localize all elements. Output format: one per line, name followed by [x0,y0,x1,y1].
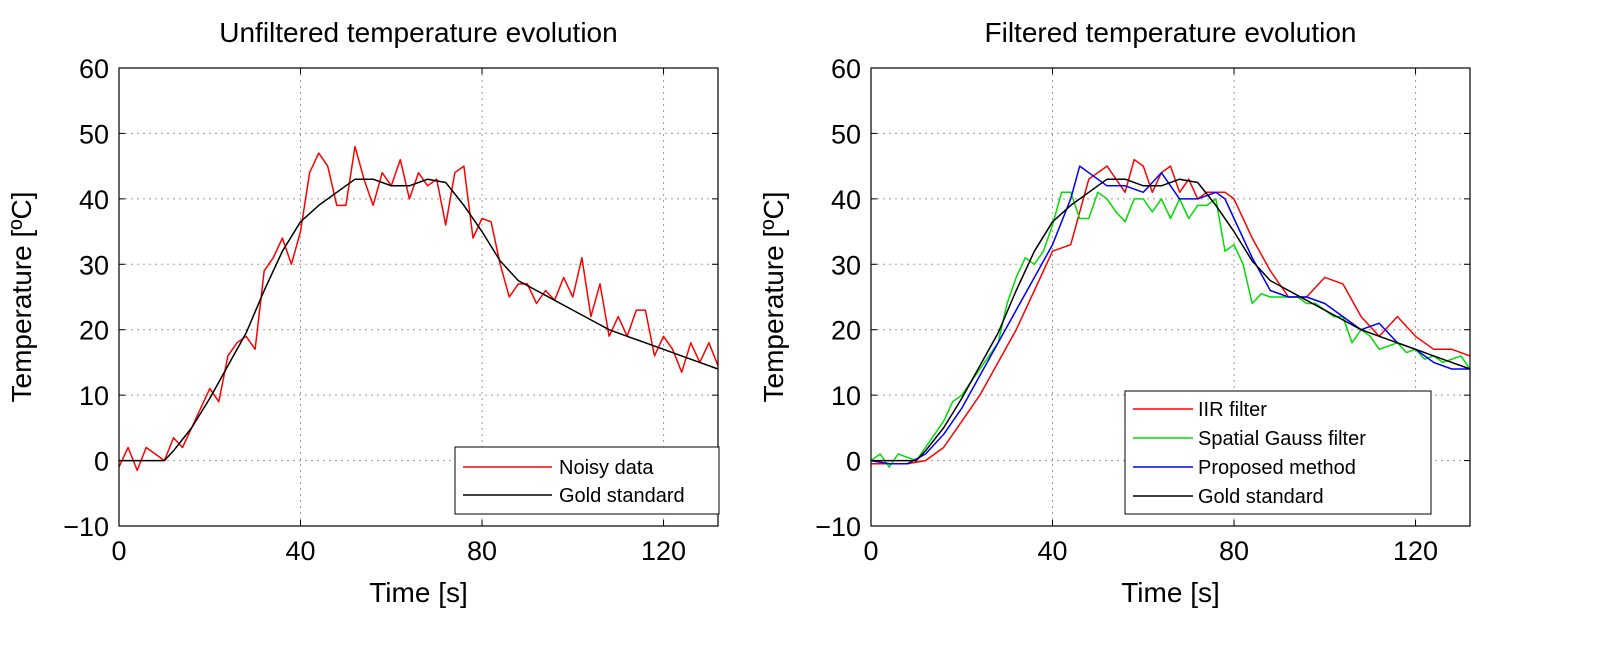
y-tick-label: 40 [79,185,109,215]
x-axis-label: Time [s] [369,577,468,608]
y-tick-label: 10 [79,381,109,411]
axes-frame [118,67,719,527]
chart-title: Filtered temperature evolution [985,17,1357,48]
y-axis-label: Temperature [ºC] [758,192,789,403]
chart-title: Unfiltered temperature evolution [219,17,617,48]
legend-label: Gold standard [1198,486,1324,508]
y-tick-label: 50 [831,119,861,149]
y-tick-label: 20 [79,316,109,346]
legend-box [454,446,720,515]
y-tick-label: −10 [815,512,861,542]
x-tick-label: 80 [467,536,497,566]
x-axis-label: Time [s] [1121,577,1220,608]
x-tick-label: 40 [1037,536,1067,566]
y-tick-label: 10 [831,381,861,411]
axes-frame [870,67,1471,527]
x-tick-label: 40 [285,536,315,566]
x-tick-label: 80 [1219,536,1249,566]
series-line-gold-standard [871,178,1471,462]
legend-label: Spatial Gauss filter [1198,428,1366,450]
legend: Noisy data Gold standard [454,446,720,515]
y-tick-label: 40 [831,185,861,215]
y-tick-label: 60 [831,54,861,84]
legend-label: IIR filter [1198,399,1267,421]
legend-label: Proposed method [1198,457,1356,479]
legend-label: Gold standard [559,485,685,507]
y-tick-label: 20 [831,316,861,346]
x-tick-label: 120 [1393,536,1438,566]
y-tick-label: 60 [79,54,109,84]
y-axis-label: Temperature [ºC] [6,192,37,403]
series-line-proposed-method [870,165,1470,465]
y-tick-label: 50 [79,119,109,149]
x-tick-label: 0 [111,536,126,566]
y-tick-label: 30 [831,250,861,280]
y-tick-label: 0 [846,447,861,477]
x-tick-label: 120 [641,536,686,566]
y-tick-label: −10 [63,512,109,542]
series-line-gold-standard [119,178,719,462]
series-line-noisy-data [118,145,719,472]
legend-box [1124,390,1432,515]
y-tick-label: 0 [94,447,109,477]
y-tick-label: 30 [79,250,109,280]
legend-label: Noisy data [559,457,654,479]
series-line-iir-filter [871,158,1471,465]
x-tick-label: 0 [863,536,878,566]
legend: IIR filter Spatial Gauss filter Proposed m… [1124,390,1432,515]
